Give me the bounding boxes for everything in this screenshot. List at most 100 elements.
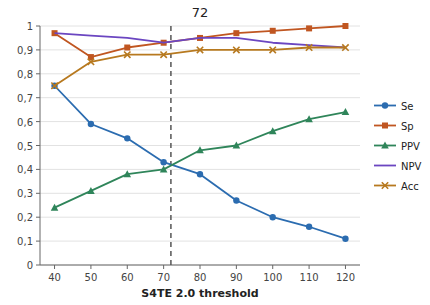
title: 72 [192,5,209,20]
grid-line [40,169,360,170]
tick [36,26,40,27]
point [342,108,350,115]
tick-label: 0,2 [17,212,33,223]
legend-marker [382,182,388,188]
series-line [55,33,346,47]
legend-label: PPV [401,141,420,152]
tick [54,265,55,269]
tick [36,73,40,74]
x-axis [40,265,360,266]
tick [236,265,237,269]
x-axis-label: S4TE 2.0 threshold [141,287,258,300]
grid-line [40,217,360,218]
point [233,30,239,36]
tick [36,145,40,146]
point [342,23,348,29]
plot-area [51,23,350,265]
tick [36,169,40,170]
legend-label: Acc [401,181,419,192]
legend-marker [382,102,388,108]
tick-label: 0,1 [17,236,33,247]
point [342,236,348,242]
point [160,51,166,57]
tick [272,265,273,269]
grid-line [40,97,360,98]
tick [200,265,201,269]
tick-label: 1 [27,21,33,32]
tick [345,265,346,269]
point [124,51,130,57]
point [160,165,168,172]
point [51,83,57,89]
point [51,204,59,211]
tick-label: 50 [85,272,98,283]
tick-label: 0,5 [17,141,33,152]
point [197,47,203,53]
reference-line [170,26,172,265]
legend-marker [381,142,389,149]
tick-label: 120 [336,272,355,283]
point [342,44,348,50]
legend-marker [382,123,388,129]
tick [36,265,40,266]
tick-label: 70 [157,272,170,283]
legend-line [374,165,396,167]
point [88,59,94,65]
point [270,214,276,220]
tick-label: 80 [194,272,207,283]
point [124,135,130,141]
tick-label: 0,9 [17,45,33,56]
tick-label: 0,8 [17,69,33,80]
point [87,187,95,194]
legend-label: Sp [401,121,414,132]
tick-label: 0,3 [17,188,33,199]
point [306,44,312,50]
legend-label: Se [401,101,414,112]
grid-line [40,265,360,266]
point [51,83,57,89]
point [305,115,313,122]
point [233,47,239,53]
point [233,142,241,149]
tick-label: 100 [263,272,282,283]
point [123,170,131,177]
tick [36,217,40,218]
grid-line [40,145,360,146]
legend: Se Sp PPV NPV Acc [374,101,422,192]
point [160,159,166,165]
point [197,171,203,177]
point [269,127,277,134]
point [306,25,312,31]
point [306,224,312,230]
point [270,28,276,34]
series-line [55,112,346,208]
point [88,121,94,127]
tick [90,265,91,269]
tick [127,265,128,269]
tick [36,241,40,242]
series-line [55,86,346,239]
tick [36,193,40,194]
tick-label: 90 [230,272,243,283]
tick-label: 60 [121,272,134,283]
chart: 7200,10,20,30,40,50,60,70,80,91405060708… [0,0,430,305]
tick-label: 0,6 [17,117,33,128]
tick-label: 0 [27,260,33,271]
y-axis [40,26,41,265]
grid-line [40,241,360,242]
series-line [55,48,346,86]
tick [36,121,40,122]
tick [36,49,40,50]
legend-label: NPV [401,161,422,172]
tick [163,265,164,269]
point [196,146,204,153]
tick-label: 110 [300,272,319,283]
point [233,197,239,203]
tick-label: 40 [48,272,61,283]
tick-label: 0,4 [17,164,33,175]
point [124,45,130,51]
tick [36,97,40,98]
series-line [55,26,346,57]
tick [309,265,310,269]
grid-line [40,73,360,74]
